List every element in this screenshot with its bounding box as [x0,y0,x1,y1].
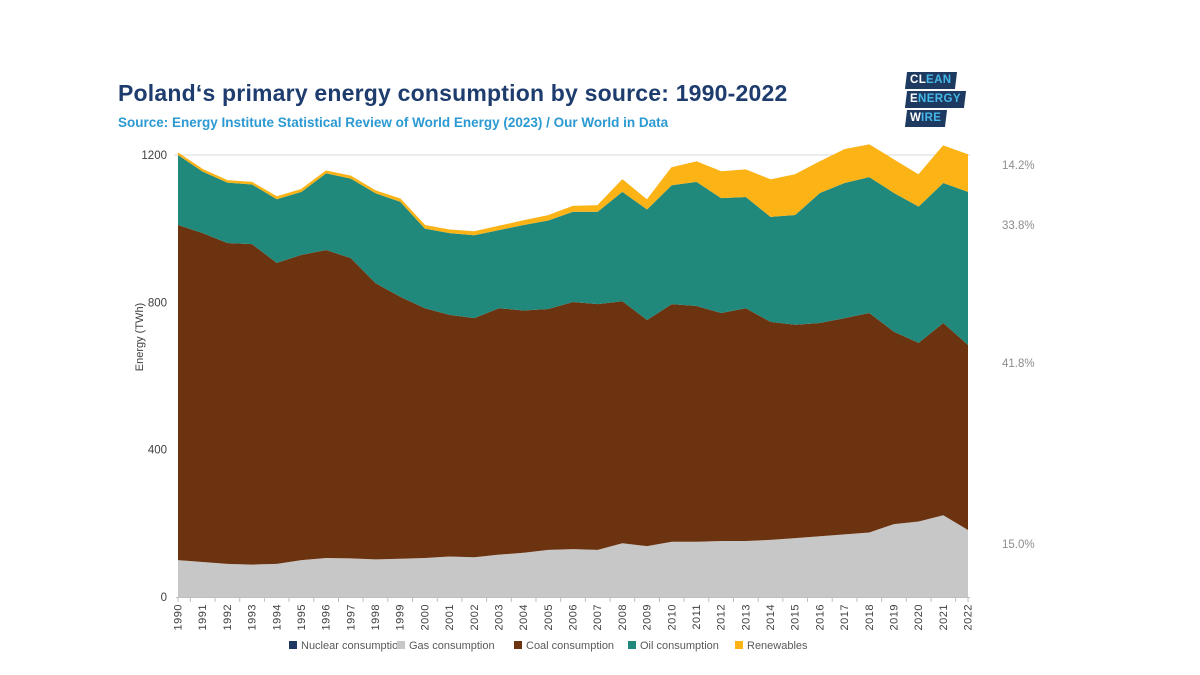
y-axis-label-1200: 1200 [141,150,167,162]
x-axis-label-2012: 2012 [716,604,728,630]
page-title: Poland‘s primary energy consumption by s… [118,80,788,106]
x-axis-label-1999: 1999 [395,604,407,630]
x-axis-label-2008: 2008 [617,604,629,630]
legend-label-oil-consumption: Oil consumption [640,640,719,652]
x-axis-label-2004: 2004 [518,604,530,630]
x-axis-label-2009: 2009 [642,604,654,630]
x-axis-label-2020: 2020 [913,604,925,630]
x-axis-label-1996: 1996 [321,604,333,630]
x-axis-label-2016: 2016 [814,604,826,630]
x-axis-label-1992: 1992 [222,604,234,630]
area-oil-consumption [178,155,968,346]
x-axis-label-2010: 2010 [666,604,678,630]
x-axis-label-1991: 1991 [197,604,209,630]
x-axis-label-1993: 1993 [247,604,259,630]
legend-swatch-renewables [735,641,743,649]
x-axis-label-2006: 2006 [568,604,580,630]
renewables-top-edge [177,144,969,233]
x-axis-label-2011: 2011 [691,604,703,630]
x-axis-label-2019: 2019 [888,604,900,630]
share-label-oil-consumption: 33.8% [1002,220,1035,232]
x-axis-label-2015: 2015 [790,604,802,630]
x-axis-label-1995: 1995 [296,604,308,630]
x-axis-label-2022: 2022 [963,604,975,630]
y-axis-title: Energy (TWh) [134,303,146,371]
share-label-gas-consumption: 15.0% [1002,539,1035,551]
share-label-renewables: 14.2% [1002,160,1035,172]
area-coal-consumption [178,224,968,565]
x-axis-label-2002: 2002 [469,604,481,630]
x-axis-label-1990: 1990 [173,604,185,630]
legend-label-nuclear-consumption: Nuclear consumption [301,640,404,652]
legend-swatch-oil-consumption [628,641,636,649]
x-axis-label-1994: 1994 [271,604,283,630]
x-axis-label-2013: 2013 [740,604,752,630]
legend-swatch-nuclear-consumption [289,641,297,649]
y-axis-label-0: 0 [161,592,167,604]
x-axis-label-2017: 2017 [839,604,851,630]
legend-swatch-gas-consumption [397,641,405,649]
legend-label-gas-consumption: Gas consumption [409,640,495,652]
x-axis-label-2014: 2014 [765,604,777,630]
area-renewables [178,145,968,236]
x-axis-label-2000: 2000 [419,604,431,630]
legend-label-coal-consumption: Coal consumption [526,640,614,652]
y-axis-label-400: 400 [148,445,167,457]
y-axis-label-800: 800 [148,297,167,309]
x-axis-label-2021: 2021 [938,604,950,630]
share-label-coal-consumption: 41.8% [1002,358,1035,370]
x-axis-label-2003: 2003 [493,604,505,630]
x-axis-label-2005: 2005 [543,604,555,630]
x-axis-label-1998: 1998 [370,604,382,630]
legend-label-renewables: Renewables [747,640,808,652]
page-subtitle: Source: Energy Institute Statistical Rev… [118,115,669,130]
x-axis-label-1997: 1997 [345,604,357,630]
x-axis-label-2018: 2018 [864,604,876,630]
legend-swatch-coal-consumption [514,641,522,649]
area-gas-consumption [178,515,968,597]
x-axis-label-2001: 2001 [444,604,456,630]
x-axis-label-2007: 2007 [592,604,604,630]
